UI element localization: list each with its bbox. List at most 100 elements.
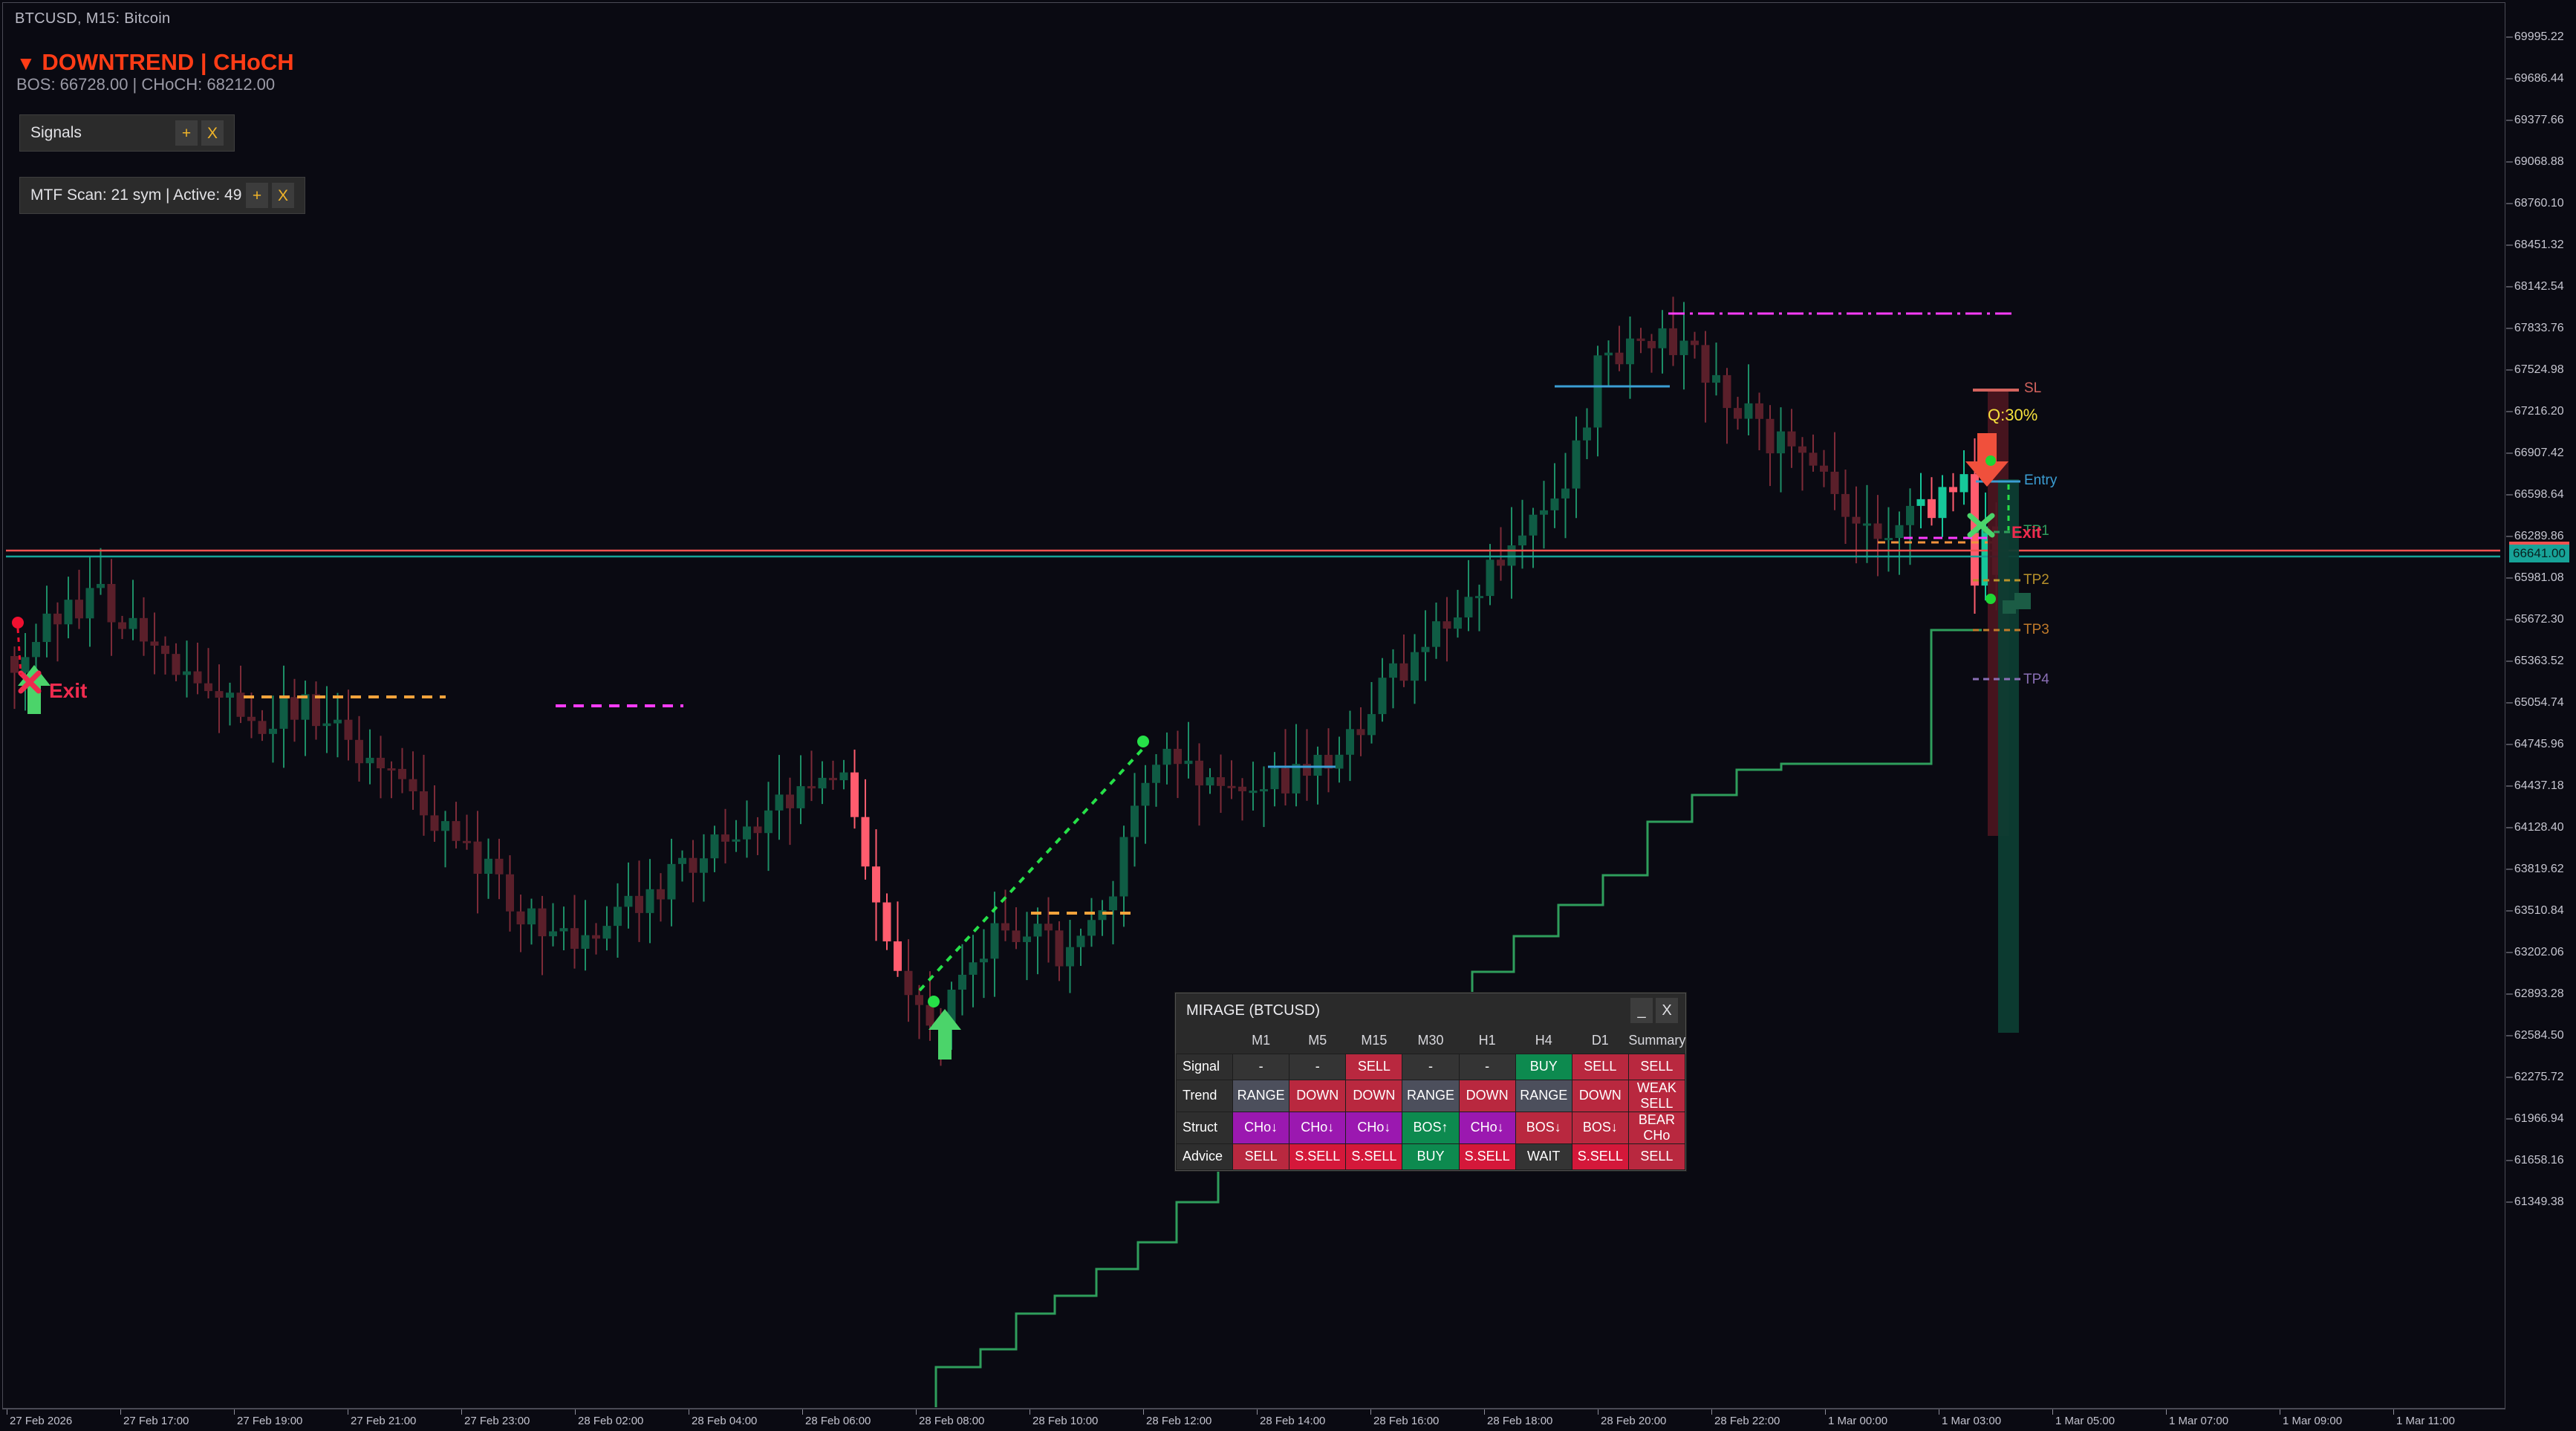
candle-body — [1841, 493, 1850, 517]
candle-body — [1335, 754, 1344, 769]
price-tick: –65363.52 — [2506, 655, 2564, 668]
price-tick: –68142.54 — [2506, 280, 2564, 293]
candle-body — [689, 857, 697, 873]
candle-body — [1540, 510, 1548, 515]
time-axis[interactable]: 27 Feb 2026 27 Feb 17:00 27 Feb 19:00 27 Fe… — [2, 1409, 2505, 1431]
time-tick-mark — [2393, 1409, 2394, 1415]
table-cell: S.SELL — [1458, 1143, 1516, 1170]
price-tick-mark: – — [2506, 363, 2513, 376]
time-tick-mark — [461, 1409, 462, 1415]
candle-body — [247, 716, 256, 721]
candle-body — [1615, 352, 1624, 365]
tp3-label: TP3 — [2023, 622, 2049, 637]
price-tick: –62893.28 — [2506, 987, 2564, 1001]
candle-body — [1324, 754, 1333, 769]
candle-body — [193, 671, 202, 684]
candle-body — [53, 613, 62, 625]
price-axis[interactable]: –69995.22–69686.44–69377.66–69068.88–687… — [2506, 2, 2576, 1409]
price-tick-label: 68451.32 — [2514, 238, 2564, 251]
candle-body — [1141, 782, 1150, 806]
candle-body — [915, 995, 923, 1005]
mirage-minimize-button[interactable]: _ — [1630, 998, 1653, 1023]
time-tick-label: 28 Feb 02:00 — [578, 1415, 644, 1427]
table-row-header: Signal — [1175, 1053, 1234, 1080]
candle-body — [937, 1025, 945, 1028]
candle-body — [118, 622, 126, 629]
candle-body — [624, 895, 633, 907]
table-cell: WEAK SELL — [1627, 1079, 1686, 1112]
candle-body — [700, 858, 708, 873]
chart-plot-area[interactable]: BTCUSD, M15: Bitcoin ▼ DOWNTREND | CHoCH… — [6, 6, 2500, 1407]
table-cell: RANGE — [1402, 1079, 1460, 1112]
sell-arrow-marker — [1965, 433, 2009, 487]
signals-close-button[interactable]: X — [201, 120, 224, 146]
candle-body — [947, 989, 956, 1026]
candle-body — [678, 857, 686, 864]
candle-body — [764, 810, 773, 834]
time-tick-mark — [802, 1409, 803, 1415]
mirage-dashboard-panel[interactable]: MIRAGE (BTCUSD) _ X M1 M5 M15 M30 H1 H4 D1 Summ… — [1175, 993, 1686, 1171]
table-cell: - — [1232, 1053, 1290, 1080]
price-tick: –69377.66 — [2506, 114, 2564, 127]
time-tick-label: 1 Mar 05:00 — [2055, 1415, 2115, 1427]
reward-zone-box — [1998, 479, 2019, 1033]
candle-body — [710, 834, 719, 859]
candle-body — [657, 889, 665, 900]
exit-x-marker-right — [1967, 513, 1995, 538]
price-tick-label: 67216.20 — [2514, 405, 2564, 418]
price-tick: –64128.40 — [2506, 821, 2564, 834]
candle-body — [1044, 924, 1053, 931]
price-tick-label: 63510.84 — [2514, 904, 2564, 917]
mirage-title-bar[interactable]: MIRAGE (BTCUSD) _ X — [1176, 993, 1685, 1028]
candle-body — [344, 719, 353, 740]
table-row-header: Trend — [1175, 1079, 1234, 1112]
table-cell: DOWN — [1345, 1079, 1403, 1112]
mtf-scan-panel-title: MTF Scan: 21 sym | Active: 49 — [30, 186, 242, 204]
candle-body — [398, 768, 406, 779]
table-row: Trend RANGE DOWN DOWN RANGE DOWN RANGE DOWN WEAK… — [1175, 1079, 1686, 1112]
signals-add-button[interactable]: + — [175, 120, 198, 146]
price-tick-mark: – — [2506, 197, 2513, 210]
candle-body — [1895, 525, 1904, 539]
exit-label-left: Exit — [49, 679, 88, 702]
candle-body — [570, 928, 579, 949]
time-tick-mark — [120, 1409, 121, 1415]
signals-panel[interactable]: Signals + X — [19, 114, 235, 152]
time-tick-mark — [2052, 1409, 2053, 1415]
candle-body — [226, 692, 234, 698]
candle-body — [1033, 924, 1042, 937]
price-tick-label: 65363.52 — [2514, 655, 2564, 667]
candle-body — [592, 935, 600, 939]
candle-body — [1636, 338, 1645, 341]
candle-body — [97, 583, 105, 588]
candle-body — [1195, 760, 1203, 786]
mirage-table-body: Signal - - SELL - - BUY SELL SELL Trend RANGE DOWN D… — [1175, 1053, 1686, 1170]
price-tick-mark: – — [2506, 904, 2513, 917]
candle-body — [1906, 505, 1914, 525]
candle-body — [1712, 374, 1720, 383]
candle-body — [667, 863, 676, 900]
mtf-add-button[interactable]: + — [246, 183, 268, 208]
candle-body — [732, 839, 741, 842]
candle-body — [1131, 805, 1139, 837]
price-tick-label: 62893.28 — [2514, 987, 2564, 1000]
signal-dot-bottom — [1985, 594, 1996, 604]
time-tick-label: 1 Mar 00:00 — [1828, 1415, 1888, 1427]
candle-body — [365, 757, 374, 764]
candle-body — [463, 840, 471, 843]
price-tick-label: 61658.16 — [2514, 1154, 2564, 1166]
trend-headline: ▼ DOWNTREND | CHoCH — [16, 51, 294, 74]
trend-banner: ▼ DOWNTREND | CHoCH BOS: 66728.00 | CHoC… — [16, 51, 294, 94]
price-chart[interactable]: BTCUSD, M15: Bitcoin ▼ DOWNTREND | CHoCH… — [2, 2, 2505, 1409]
mtf-close-button[interactable]: X — [272, 183, 294, 208]
price-tick-label: 69686.44 — [2514, 72, 2564, 85]
mtf-scan-panel[interactable]: MTF Scan: 21 sym | Active: 49 + X — [19, 177, 305, 214]
candle-body — [1820, 465, 1828, 472]
price-tick: –69995.22 — [2506, 30, 2564, 44]
candle-body — [1001, 923, 1009, 931]
candle-body — [1012, 930, 1021, 942]
candle-body — [322, 723, 331, 727]
candle-body — [1561, 488, 1570, 499]
mirage-close-button[interactable]: X — [1656, 998, 1678, 1023]
price-tick-mark: – — [2506, 30, 2513, 43]
